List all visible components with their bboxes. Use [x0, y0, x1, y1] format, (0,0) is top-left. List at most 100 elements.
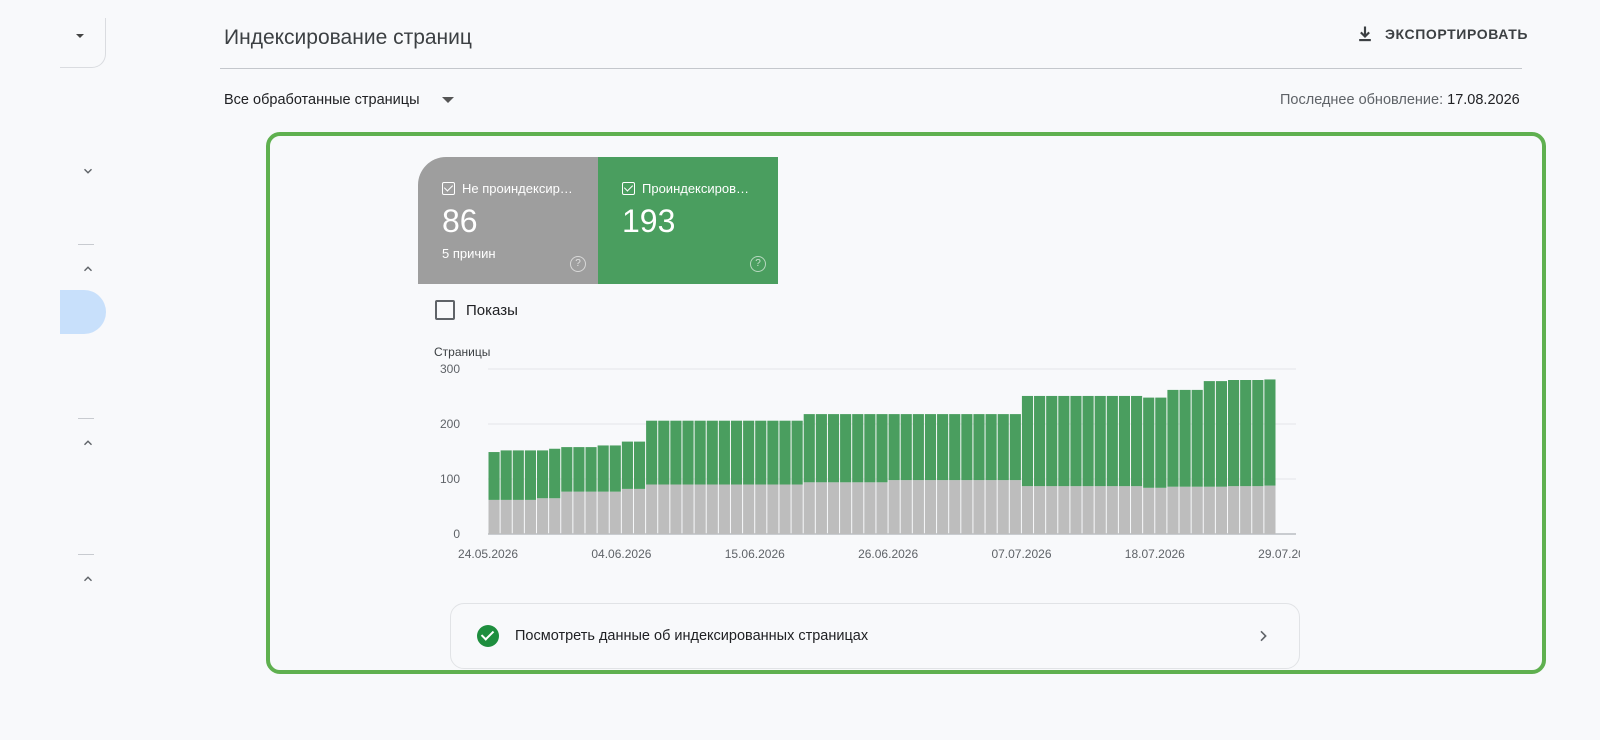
bar-indexed — [1094, 395, 1106, 487]
bar-not-indexed — [524, 499, 536, 534]
y-axis-label: Страницы — [434, 345, 490, 359]
bar-not-indexed — [779, 484, 791, 534]
bar-indexed — [876, 414, 888, 483]
bar-indexed — [1167, 389, 1179, 487]
help-icon[interactable]: ? — [750, 256, 766, 272]
bar-not-indexed — [743, 484, 755, 534]
x-tick-label: 07.07.2026 — [991, 547, 1051, 561]
chevron-up-icon[interactable] — [80, 572, 96, 588]
bar-indexed — [682, 420, 694, 485]
bar-not-indexed — [1021, 486, 1034, 534]
bar-not-indexed — [1009, 480, 1021, 534]
bar-indexed — [1191, 389, 1203, 487]
bar-not-indexed — [500, 499, 512, 534]
bar-indexed — [743, 420, 755, 485]
bar-not-indexed — [1094, 486, 1106, 534]
bar-not-indexed — [658, 484, 670, 534]
y-tick-label: 0 — [453, 527, 460, 541]
checkbox-checked-icon[interactable] — [442, 182, 455, 195]
bar-indexed — [767, 420, 779, 485]
bar-indexed — [646, 420, 658, 485]
bar-not-indexed — [1131, 486, 1143, 534]
bar-indexed — [827, 414, 840, 483]
sidebar-active-item[interactable] — [60, 290, 106, 334]
bar-not-indexed — [1179, 486, 1191, 534]
sidebar-divider — [78, 418, 94, 419]
bar-indexed — [1179, 389, 1191, 487]
bar-not-indexed — [1082, 486, 1094, 534]
bar-not-indexed — [597, 491, 609, 534]
bar-indexed — [779, 420, 791, 485]
bar-not-indexed — [609, 491, 621, 534]
chevron-up-icon[interactable] — [80, 436, 96, 452]
link-label: Посмотреть данные об индексированных стр… — [515, 628, 869, 644]
check-circle-icon — [477, 625, 499, 647]
tile-indexed[interactable]: Проиндексиров… 193 ? — [598, 157, 778, 284]
bar-not-indexed — [573, 491, 585, 534]
bar-not-indexed — [1203, 486, 1215, 534]
bar-not-indexed — [682, 484, 694, 534]
bar-not-indexed — [1191, 486, 1203, 534]
checkbox-checked-icon[interactable] — [622, 182, 635, 195]
help-icon[interactable]: ? — [570, 256, 586, 272]
bar-indexed — [585, 447, 597, 492]
bar-indexed — [852, 414, 864, 483]
bar-indexed — [561, 447, 573, 492]
export-button[interactable]: ЭКСПОРТИРОВАТЬ — [1355, 24, 1528, 44]
impressions-label: Показы — [466, 301, 518, 319]
chevron-down-icon[interactable] — [80, 164, 96, 180]
bar-not-indexed — [1228, 486, 1240, 534]
chevron-up-icon[interactable] — [80, 262, 96, 278]
bar-indexed — [1118, 395, 1131, 487]
bar-indexed — [1240, 380, 1252, 487]
header-divider — [220, 68, 1522, 69]
bar-indexed — [973, 414, 985, 481]
x-tick-label: 18.07.2026 — [1125, 547, 1185, 561]
bar-indexed — [997, 414, 1009, 481]
bar-not-indexed — [1215, 486, 1228, 534]
page-title: Индексирование страниц — [224, 26, 472, 49]
bar-not-indexed — [1106, 486, 1118, 534]
bar-indexed — [573, 447, 585, 492]
checkbox-unchecked-icon[interactable] — [435, 300, 455, 320]
bar-indexed — [985, 414, 997, 481]
x-tick-label: 24.05.2026 — [458, 547, 518, 561]
y-tick-label: 200 — [440, 417, 460, 431]
bar-indexed — [900, 414, 912, 481]
bar-indexed — [658, 420, 670, 485]
y-tick-label: 300 — [440, 362, 460, 376]
dropdown-caret-icon — [441, 97, 454, 103]
bar-indexed — [1021, 395, 1034, 487]
bar-not-indexed — [912, 480, 924, 534]
bar-not-indexed — [621, 488, 633, 534]
bar-indexed — [912, 414, 924, 481]
tile-not-indexed[interactable]: Не проиндексир… 86 5 причин ? — [418, 157, 598, 284]
impressions-toggle[interactable]: Показы — [435, 300, 518, 320]
view-indexed-pages-link[interactable]: Посмотреть данные об индексированных стр… — [450, 603, 1300, 669]
bar-not-indexed — [815, 482, 827, 534]
x-tick-label: 04.06.2026 — [591, 547, 651, 561]
bar-indexed — [549, 448, 561, 499]
bar-not-indexed — [840, 482, 852, 534]
bar-indexed — [1058, 395, 1070, 487]
bar-indexed — [718, 420, 730, 485]
bar-not-indexed — [900, 480, 912, 534]
x-tick-label: 26.06.2026 — [858, 547, 918, 561]
bar-indexed — [1203, 381, 1215, 487]
bar-indexed — [1070, 395, 1082, 487]
bar-not-indexed — [997, 480, 1009, 534]
bar-not-indexed — [549, 498, 561, 534]
property-selector[interactable] — [60, 18, 106, 68]
bar-not-indexed — [1070, 486, 1082, 534]
last-updated: Последнее обновление: 17.08.2026 — [1280, 92, 1524, 108]
property-dropdown-icon[interactable] — [76, 34, 84, 38]
bar-not-indexed — [646, 484, 658, 534]
metric-tiles: Не проиндексир… 86 5 причин ? Проиндекси… — [418, 157, 778, 284]
bar-not-indexed — [633, 488, 646, 534]
bar-not-indexed — [803, 482, 815, 534]
bar-not-indexed — [961, 480, 973, 534]
bar-not-indexed — [876, 482, 888, 534]
bar-indexed — [840, 414, 852, 483]
bar-not-indexed — [1058, 486, 1070, 534]
pages-filter-dropdown[interactable]: Все обработанные страницы — [224, 92, 454, 108]
